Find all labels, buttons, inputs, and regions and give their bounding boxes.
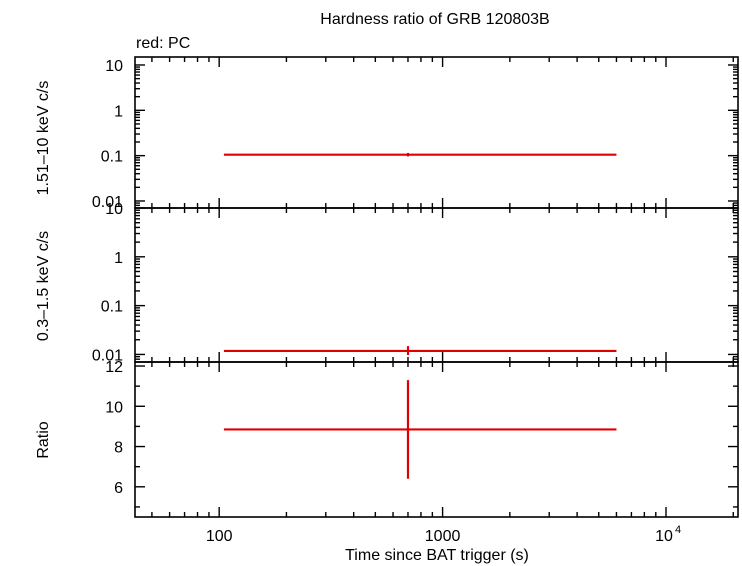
panel-frame: [134, 361, 739, 518]
y-axis-label: 0.3–1.5 keV c/s: [35, 231, 52, 341]
x-tick-label-exponent: 4: [675, 524, 681, 536]
y-tick-label: 10: [105, 399, 123, 416]
panel-2: 0.01 0.1 1 10 0.3–1.5 keV c/s: [35, 201, 739, 364]
y-tick-label: 0.1: [101, 149, 123, 166]
panel-frame: [134, 207, 739, 363]
panel-3: 6 8 10 12 Ratio: [35, 359, 739, 518]
panel-frame: [134, 56, 739, 209]
x-axis-label: Time since BAT trigger (s): [345, 547, 529, 564]
chart-subtitle: red: PC: [136, 35, 190, 52]
y-tick-label: 0.01: [92, 347, 123, 364]
y-tick-label: 0.01: [92, 194, 123, 211]
y-tick-label: 1: [114, 250, 123, 267]
chart-title: Hardness ratio of GRB 120803B: [320, 11, 549, 28]
x-tick-label: 1000: [425, 528, 461, 545]
y-tick-label: 0.1: [101, 299, 123, 316]
y-tick-label: 8: [114, 440, 123, 457]
x-tick-label: 100: [206, 528, 233, 545]
y-tick-label: 1: [114, 103, 123, 120]
y-tick-label: 6: [114, 480, 123, 497]
y-axis-label: 1.51–10 keV c/s: [35, 81, 52, 196]
chart-panels: 0.01 0.1 1 10 1.51–10 keV c/s 0.01 0.1 1 10 0.3–1…: [35, 56, 739, 545]
y-tick-label: 10: [105, 201, 123, 218]
panel-1: 0.01 0.1 1 10 1.51–10 keV c/s: [35, 56, 739, 211]
y-tick-label: 10: [105, 58, 123, 75]
x-tick-label: 10: [655, 528, 673, 545]
y-tick-label: 12: [105, 359, 123, 376]
y-axis-label: Ratio: [35, 421, 52, 458]
